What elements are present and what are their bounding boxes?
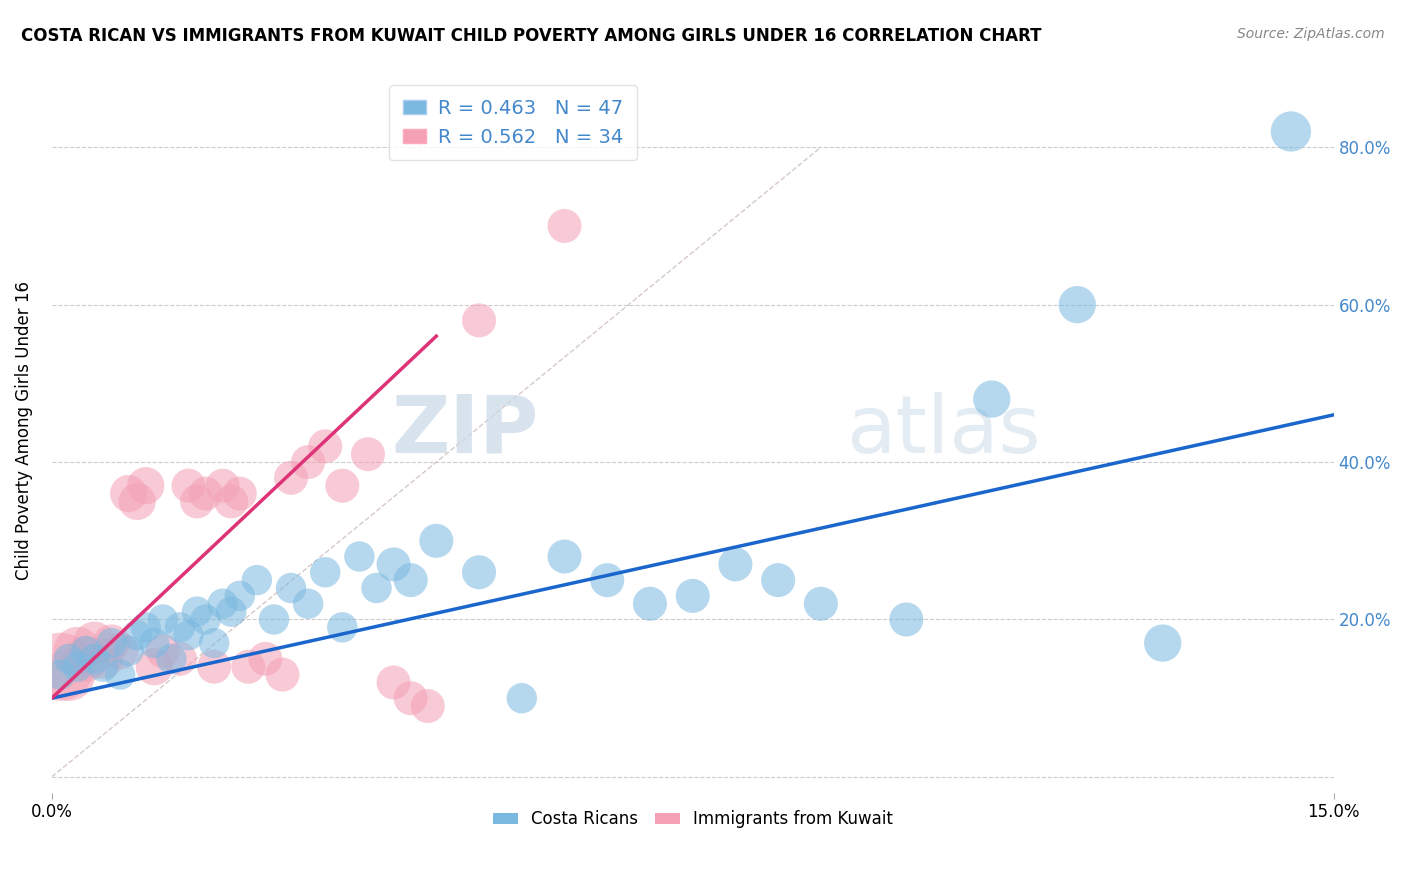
Point xyxy=(468,313,491,327)
Point xyxy=(202,636,225,650)
Point xyxy=(118,644,141,658)
Point xyxy=(202,659,225,673)
Point xyxy=(382,675,405,690)
Point xyxy=(219,605,242,619)
Point xyxy=(510,691,533,706)
Point xyxy=(186,494,208,508)
Point xyxy=(108,667,131,681)
Point xyxy=(724,558,747,572)
Point xyxy=(83,636,105,650)
Point xyxy=(766,573,789,587)
Point xyxy=(169,620,191,634)
Point xyxy=(553,219,575,233)
Point xyxy=(416,699,439,714)
Point xyxy=(108,644,131,658)
Point xyxy=(219,494,242,508)
Point xyxy=(143,636,166,650)
Y-axis label: Child Poverty Among Girls Under 16: Child Poverty Among Girls Under 16 xyxy=(15,281,32,580)
Point xyxy=(66,659,89,673)
Point xyxy=(314,439,336,453)
Point xyxy=(127,628,149,642)
Point xyxy=(246,573,269,587)
Point xyxy=(980,392,1002,406)
Point xyxy=(280,471,302,485)
Text: ZIP: ZIP xyxy=(392,392,538,469)
Point xyxy=(127,494,149,508)
Point xyxy=(810,597,832,611)
Point xyxy=(91,659,114,673)
Text: COSTA RICAN VS IMMIGRANTS FROM KUWAIT CHILD POVERTY AMONG GIRLS UNDER 16 CORRELA: COSTA RICAN VS IMMIGRANTS FROM KUWAIT CH… xyxy=(21,27,1042,45)
Point xyxy=(297,597,319,611)
Point xyxy=(314,566,336,580)
Point xyxy=(425,533,447,548)
Point xyxy=(297,455,319,469)
Point xyxy=(399,691,422,706)
Point xyxy=(186,605,208,619)
Point xyxy=(177,628,200,642)
Point xyxy=(366,581,388,595)
Point xyxy=(468,566,491,580)
Point xyxy=(211,597,233,611)
Point xyxy=(271,667,294,681)
Point xyxy=(100,636,122,650)
Point xyxy=(638,597,661,611)
Point xyxy=(1279,124,1302,138)
Point xyxy=(49,667,72,681)
Point xyxy=(330,620,353,634)
Point xyxy=(254,652,277,666)
Point xyxy=(49,659,72,673)
Point xyxy=(349,549,371,564)
Point xyxy=(596,573,619,587)
Point xyxy=(143,659,166,673)
Point xyxy=(238,659,260,673)
Point xyxy=(229,589,252,603)
Point xyxy=(100,636,122,650)
Point xyxy=(58,667,80,681)
Point xyxy=(263,612,285,626)
Point xyxy=(169,652,191,666)
Point xyxy=(896,612,918,626)
Point xyxy=(75,652,97,666)
Point xyxy=(1066,298,1088,312)
Point xyxy=(152,644,174,658)
Point xyxy=(357,447,380,461)
Point xyxy=(83,652,105,666)
Point xyxy=(1152,636,1174,650)
Point xyxy=(330,478,353,492)
Point xyxy=(58,652,80,666)
Legend: Costa Ricans, Immigrants from Kuwait: Costa Ricans, Immigrants from Kuwait xyxy=(486,804,900,835)
Point xyxy=(160,652,183,666)
Point xyxy=(553,549,575,564)
Text: Source: ZipAtlas.com: Source: ZipAtlas.com xyxy=(1237,27,1385,41)
Text: atlas: atlas xyxy=(846,392,1040,469)
Point xyxy=(682,589,704,603)
Point xyxy=(66,644,89,658)
Point xyxy=(211,478,233,492)
Point xyxy=(382,558,405,572)
Point xyxy=(194,486,217,500)
Point xyxy=(229,486,252,500)
Point xyxy=(135,478,157,492)
Point xyxy=(75,644,97,658)
Point xyxy=(135,620,157,634)
Point xyxy=(91,652,114,666)
Point xyxy=(177,478,200,492)
Point xyxy=(118,486,141,500)
Point xyxy=(194,612,217,626)
Point xyxy=(280,581,302,595)
Point xyxy=(399,573,422,587)
Point xyxy=(152,612,174,626)
